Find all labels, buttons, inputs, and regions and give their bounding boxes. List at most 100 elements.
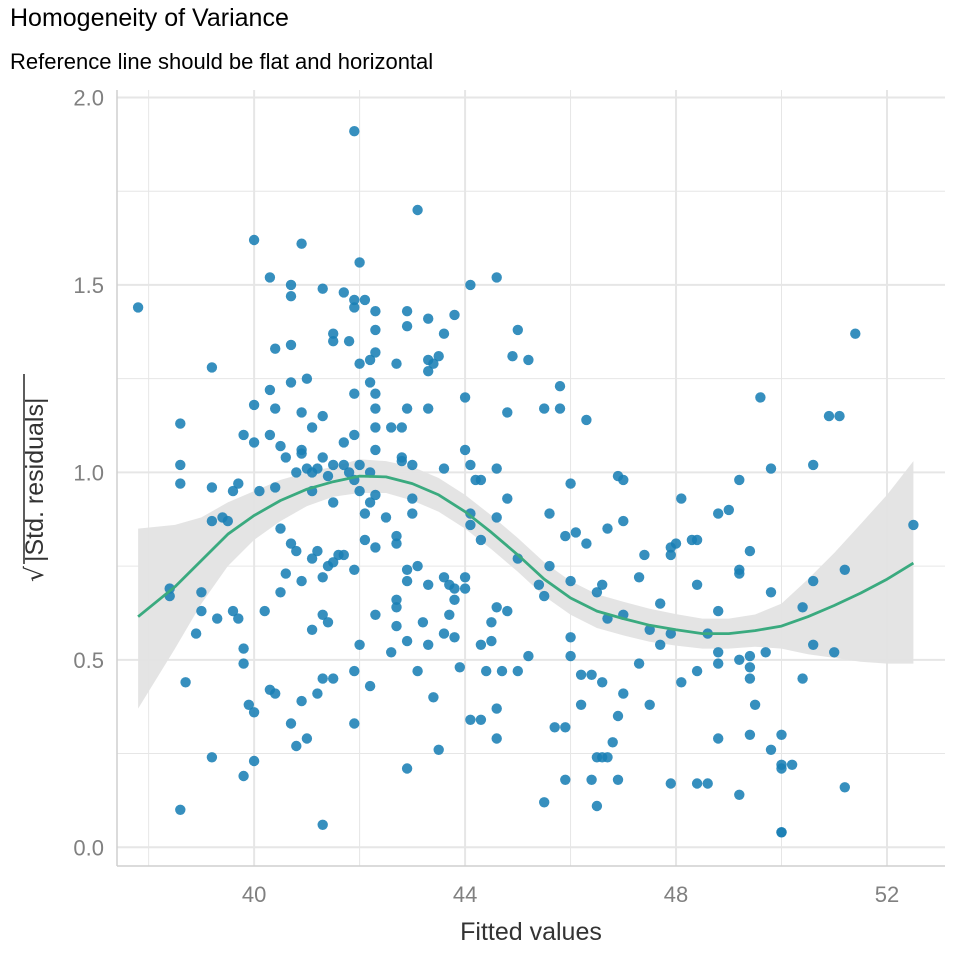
data-point (423, 313, 434, 324)
data-point (338, 549, 349, 561)
data-point (280, 452, 291, 463)
data-point (633, 572, 645, 583)
data-point (602, 523, 613, 534)
data-point (665, 549, 676, 561)
data-point (412, 665, 423, 677)
data-point (196, 605, 207, 617)
data-point (296, 575, 307, 587)
data-point (291, 545, 302, 557)
data-point (565, 478, 576, 489)
data-point (401, 403, 413, 414)
data-point (391, 620, 402, 632)
grid-lines (117, 90, 945, 866)
data-point (349, 302, 360, 313)
data-point (491, 703, 502, 714)
data-point (423, 403, 434, 414)
data-point (850, 328, 861, 339)
data-point (829, 647, 840, 658)
data-point (481, 665, 492, 677)
data-point (248, 707, 260, 718)
data-point (639, 549, 650, 561)
data-point (713, 508, 724, 519)
data-point (549, 722, 560, 733)
data-point (317, 410, 328, 422)
data-point (391, 538, 402, 549)
data-point (665, 628, 676, 639)
data-point (391, 594, 402, 605)
data-point (449, 632, 460, 643)
data-point (459, 572, 471, 583)
data-point (354, 485, 365, 497)
data-point (797, 602, 808, 613)
data-point (723, 504, 734, 516)
data-point (306, 624, 318, 635)
smooth-line (137, 474, 915, 635)
data-point (312, 463, 323, 474)
data-point (301, 373, 313, 384)
data-point (175, 804, 186, 815)
data-point (270, 482, 281, 493)
data-point (602, 752, 613, 763)
data-point (354, 639, 365, 650)
data-point (206, 482, 218, 493)
data-point (713, 647, 724, 658)
data-point (412, 204, 423, 216)
data-point (364, 377, 376, 388)
data-point (533, 579, 545, 590)
data-point (560, 722, 571, 733)
data-point (196, 587, 207, 598)
data-point (370, 444, 381, 456)
data-point (328, 497, 339, 508)
data-point (306, 422, 318, 433)
data-point (306, 553, 318, 564)
data-point (338, 287, 349, 298)
data-point (454, 662, 465, 673)
data-point (275, 523, 286, 534)
data-point (475, 714, 487, 725)
data-point (744, 650, 756, 662)
data-point (291, 740, 302, 752)
data-point (438, 328, 450, 339)
y-axis-title: √ |Std. residuals| (20, 374, 49, 582)
data-point (370, 609, 381, 620)
data-point (317, 283, 328, 294)
data-point (354, 459, 365, 471)
data-point (285, 718, 297, 729)
data-point (734, 654, 745, 665)
data-point (618, 515, 629, 527)
data-point (275, 587, 286, 598)
data-point (581, 414, 592, 426)
data-point (391, 602, 402, 613)
data-point (560, 774, 571, 785)
data-point (328, 557, 339, 568)
data-point (612, 774, 624, 785)
data-point (459, 583, 471, 594)
data-point (655, 639, 666, 650)
data-point (734, 789, 745, 800)
data-point (175, 459, 186, 471)
data-point (386, 647, 397, 658)
data-point (423, 366, 434, 377)
data-point (370, 542, 381, 553)
data-point (354, 358, 365, 369)
data-point (554, 381, 566, 392)
data-point (491, 272, 502, 283)
data-point (744, 545, 756, 557)
data-point (338, 459, 349, 471)
x-axis-title: Fitted values (460, 918, 602, 946)
data-point (401, 635, 413, 647)
data-point (908, 519, 919, 531)
data-point (243, 699, 254, 710)
data-point (465, 714, 476, 725)
x-tick-label: 40 (242, 882, 266, 907)
data-point (565, 632, 576, 643)
data-point (475, 474, 487, 486)
data-point (544, 508, 555, 519)
data-point (296, 448, 307, 459)
data-point (691, 778, 703, 789)
data-point (317, 572, 328, 583)
data-point (349, 126, 360, 137)
data-point (776, 827, 787, 838)
data-point (839, 564, 850, 575)
data-point (586, 774, 597, 785)
